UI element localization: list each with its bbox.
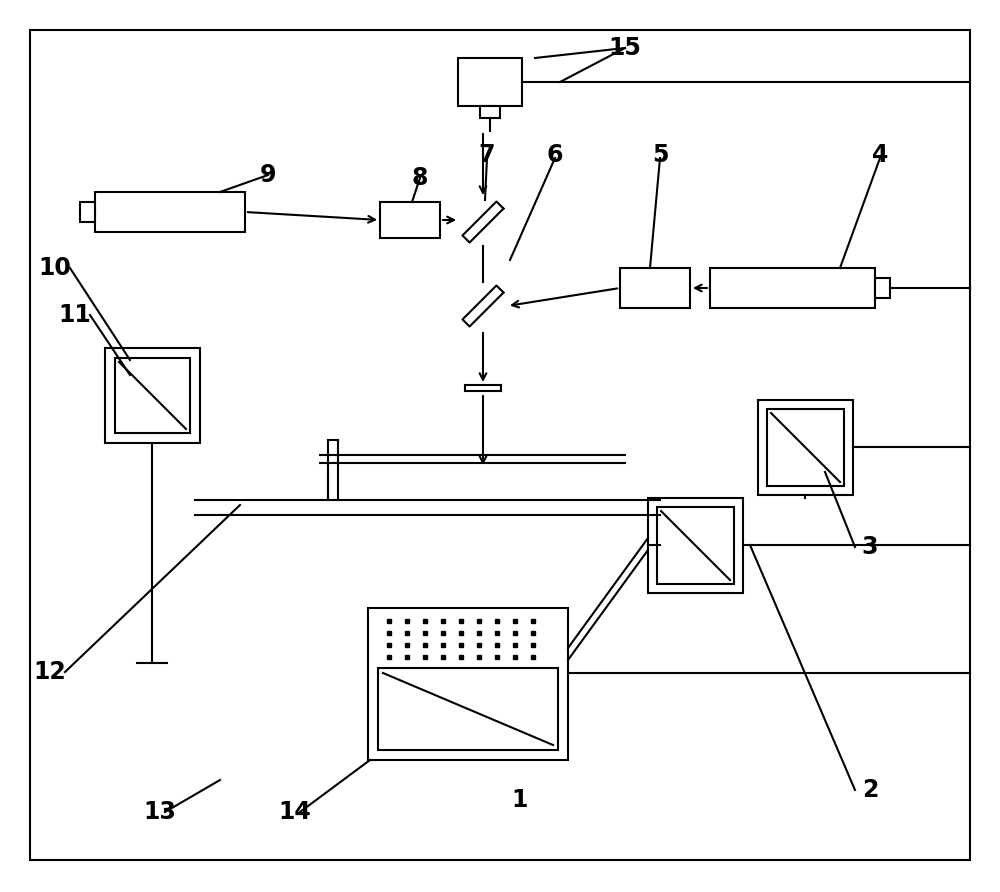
Text: 5: 5 bbox=[652, 143, 668, 167]
Bar bbox=[758, 400, 853, 495]
Bar bbox=[480, 106, 500, 118]
Bar bbox=[95, 192, 245, 232]
Text: 10: 10 bbox=[39, 256, 71, 280]
Bar bbox=[710, 268, 875, 308]
Text: 4: 4 bbox=[872, 143, 888, 167]
Text: 11: 11 bbox=[59, 303, 91, 327]
Bar bbox=[458, 58, 522, 106]
Text: 6: 6 bbox=[547, 143, 563, 167]
Text: 14: 14 bbox=[279, 800, 311, 824]
Bar bbox=[80, 202, 95, 222]
Bar bbox=[380, 202, 440, 238]
Text: 13: 13 bbox=[144, 800, 176, 824]
Bar bbox=[105, 348, 200, 443]
Text: 1: 1 bbox=[512, 788, 528, 812]
Bar bbox=[378, 668, 558, 750]
Text: 3: 3 bbox=[862, 535, 878, 559]
Bar bbox=[620, 268, 690, 308]
Bar bbox=[115, 358, 190, 433]
Bar bbox=[648, 498, 743, 593]
Text: 7: 7 bbox=[479, 143, 495, 167]
Text: 8: 8 bbox=[412, 166, 428, 190]
Text: 12: 12 bbox=[34, 660, 66, 684]
Bar bbox=[368, 608, 568, 760]
Text: 15: 15 bbox=[609, 36, 641, 60]
Bar bbox=[875, 278, 890, 298]
Bar bbox=[657, 507, 734, 584]
Text: 2: 2 bbox=[862, 778, 878, 802]
Text: 9: 9 bbox=[260, 163, 276, 187]
Bar bbox=[767, 409, 844, 486]
